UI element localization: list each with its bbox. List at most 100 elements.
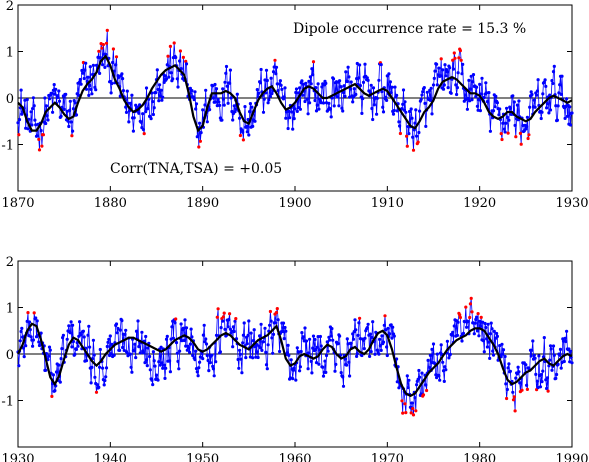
raw-point bbox=[145, 364, 149, 368]
raw-point bbox=[524, 127, 528, 131]
raw-point bbox=[498, 107, 502, 111]
raw-point bbox=[17, 118, 22, 122]
raw-point bbox=[465, 325, 469, 329]
raw-point bbox=[107, 337, 111, 341]
raw-point bbox=[550, 79, 554, 83]
raw-point bbox=[381, 340, 386, 344]
dipole-point bbox=[405, 144, 409, 148]
raw-point bbox=[413, 396, 417, 400]
raw-point bbox=[495, 101, 499, 105]
raw-point bbox=[505, 115, 509, 119]
raw-point bbox=[271, 332, 276, 336]
raw-point bbox=[475, 104, 479, 108]
raw-point bbox=[86, 333, 90, 337]
raw-point bbox=[90, 365, 94, 369]
raw-point bbox=[103, 379, 107, 383]
raw-point bbox=[300, 331, 304, 335]
raw-point bbox=[252, 328, 256, 332]
raw-point bbox=[160, 361, 164, 365]
raw-point bbox=[121, 89, 125, 93]
raw-point bbox=[138, 103, 142, 107]
raw-point bbox=[253, 119, 257, 123]
raw-point bbox=[68, 331, 72, 335]
raw-point bbox=[329, 334, 333, 338]
raw-point bbox=[428, 366, 432, 370]
raw-point bbox=[482, 95, 486, 100]
raw-point bbox=[360, 111, 364, 115]
raw-point bbox=[342, 84, 346, 88]
raw-point bbox=[47, 354, 51, 358]
raw-point bbox=[288, 116, 292, 120]
raw-point bbox=[65, 109, 69, 113]
raw-point bbox=[435, 352, 439, 356]
raw-point bbox=[271, 70, 276, 74]
raw-point bbox=[79, 82, 83, 86]
raw-point bbox=[274, 72, 278, 76]
dipole-point bbox=[142, 132, 146, 136]
raw-point bbox=[432, 76, 436, 80]
raw-point bbox=[29, 110, 33, 114]
raw-point bbox=[221, 319, 225, 323]
dipole-point bbox=[94, 390, 99, 394]
raw-point bbox=[24, 344, 28, 348]
raw-point bbox=[259, 67, 263, 72]
raw-point bbox=[204, 88, 208, 92]
raw-point bbox=[406, 125, 410, 129]
raw-point bbox=[187, 346, 191, 350]
raw-point bbox=[270, 92, 274, 96]
raw-point bbox=[478, 319, 482, 323]
raw-point bbox=[348, 374, 352, 378]
dipole-point bbox=[459, 58, 463, 62]
raw-point bbox=[370, 335, 374, 340]
raw-point bbox=[180, 339, 184, 343]
raw-point bbox=[310, 67, 314, 71]
raw-point bbox=[460, 339, 464, 343]
raw-point bbox=[517, 370, 521, 374]
dipole-point bbox=[506, 131, 510, 135]
raw-point bbox=[242, 321, 246, 325]
raw-point bbox=[355, 61, 359, 66]
dipole-point bbox=[32, 311, 36, 315]
raw-point bbox=[531, 339, 535, 343]
raw-point bbox=[215, 104, 219, 108]
raw-point bbox=[256, 355, 260, 360]
raw-point bbox=[134, 329, 139, 333]
raw-point bbox=[44, 121, 48, 126]
raw-point bbox=[161, 95, 165, 99]
raw-point bbox=[390, 85, 394, 89]
raw-point bbox=[98, 365, 102, 369]
raw-point bbox=[282, 337, 286, 341]
raw-point bbox=[407, 378, 411, 382]
raw-point bbox=[541, 92, 545, 96]
dipole-point bbox=[411, 148, 416, 152]
dipole-point bbox=[468, 302, 472, 306]
raw-point bbox=[20, 326, 24, 330]
raw-point bbox=[298, 369, 302, 373]
raw-point bbox=[539, 373, 543, 377]
raw-point bbox=[204, 337, 208, 341]
raw-point bbox=[351, 332, 355, 336]
raw-point bbox=[308, 101, 312, 105]
raw-point bbox=[230, 329, 234, 333]
raw-point bbox=[460, 72, 464, 76]
raw-point bbox=[375, 112, 379, 116]
raw-point bbox=[278, 79, 282, 83]
raw-point bbox=[67, 324, 71, 328]
raw-point bbox=[469, 74, 473, 78]
raw-point bbox=[29, 335, 33, 339]
raw-point bbox=[92, 353, 96, 357]
raw-point bbox=[176, 359, 180, 363]
y-tick-label: -1 bbox=[1, 395, 14, 410]
raw-point bbox=[178, 59, 182, 63]
raw-point bbox=[139, 120, 143, 124]
dipole-point bbox=[104, 41, 109, 45]
raw-point bbox=[213, 82, 217, 87]
dipole-point bbox=[100, 46, 104, 50]
raw-point bbox=[545, 376, 550, 380]
raw-point bbox=[513, 123, 517, 127]
dipole-point bbox=[37, 148, 42, 152]
raw-point bbox=[315, 103, 319, 107]
raw-point bbox=[473, 321, 477, 325]
raw-point bbox=[27, 320, 32, 324]
